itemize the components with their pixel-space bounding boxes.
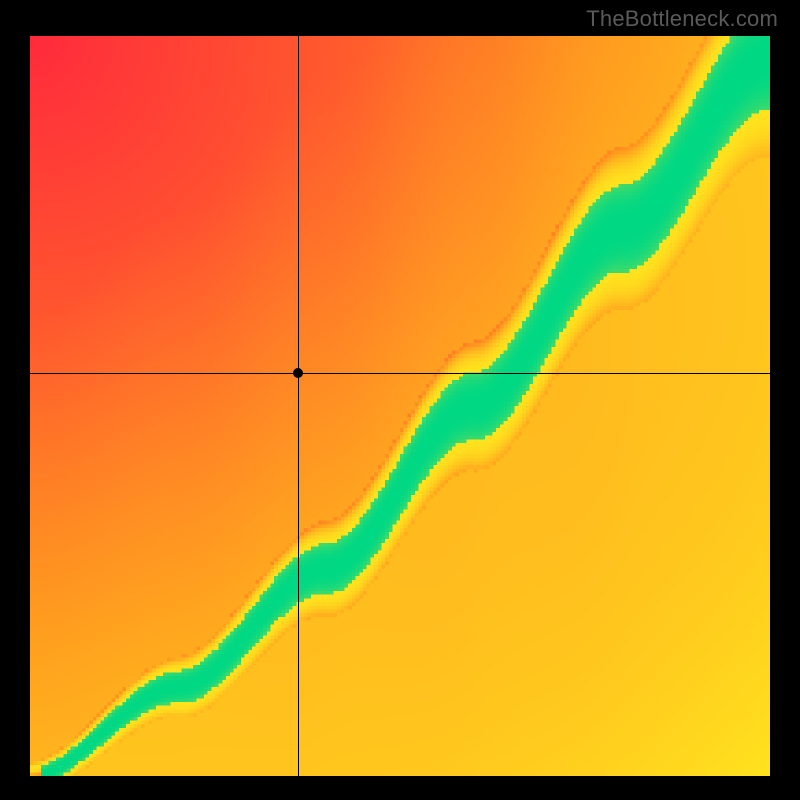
crosshair-vertical <box>298 36 299 776</box>
crosshair-horizontal <box>30 373 770 374</box>
heatmap-canvas <box>30 36 770 776</box>
crosshair-marker <box>293 368 303 378</box>
watermark-text: TheBottleneck.com <box>586 6 778 32</box>
heatmap-plot <box>30 36 770 776</box>
